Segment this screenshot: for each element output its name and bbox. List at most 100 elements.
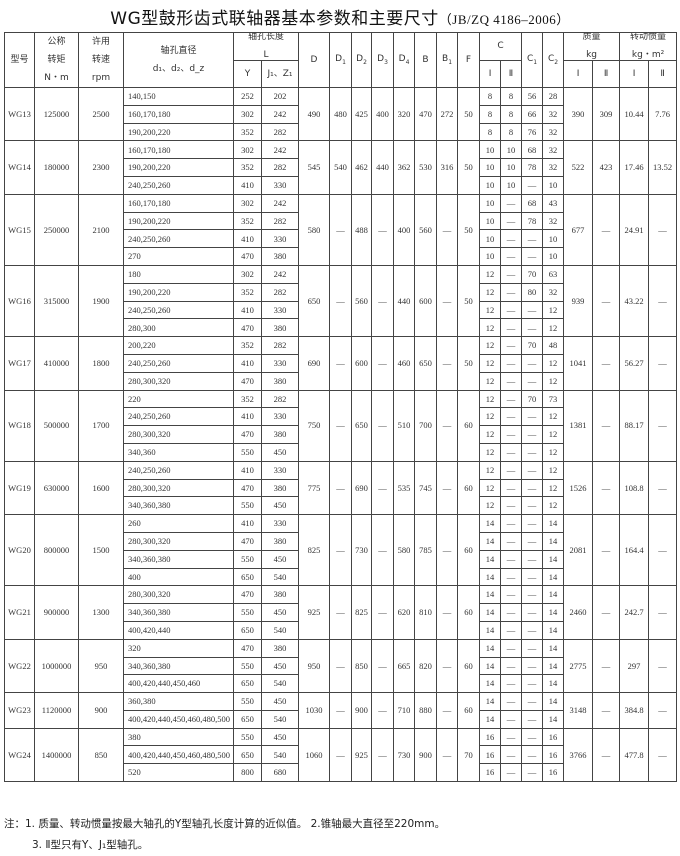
length-y-cell: 470	[233, 638, 262, 658]
c-type-2-cell: —	[500, 674, 523, 694]
dim-f-cell: 50	[457, 336, 481, 391]
c2-cell: 14	[542, 656, 565, 676]
mass-type-1-cell: 3148	[563, 692, 594, 729]
c1-cell: —	[521, 318, 544, 338]
inertia-type-2-cell: —	[648, 514, 678, 587]
header-model: 型号	[4, 32, 35, 88]
length-j-cell: 330	[260, 407, 300, 427]
c1-cell: —	[521, 496, 544, 516]
bore-diameter-cell: 520	[123, 763, 234, 783]
table-row: 280,300,320 470 380 14— —14	[5, 531, 677, 551]
dim-d-cell: 545	[298, 140, 331, 195]
c2-cell: 48	[542, 336, 565, 355]
mass-type-2-cell: —	[592, 193, 621, 266]
c2-cell: 32	[542, 282, 565, 302]
bore-diameter-cell: 190,200,220	[123, 211, 234, 231]
table-row: 520 800 680 16— —16	[5, 763, 677, 783]
header-dim: D3	[371, 32, 395, 88]
c-type-2-cell: —	[500, 211, 523, 231]
length-j-cell: 380	[260, 531, 300, 551]
dim-d1-cell: —	[329, 585, 353, 640]
length-y-cell: 470	[233, 531, 262, 551]
c-type-2-cell: —	[500, 229, 523, 249]
c1-cell: —	[521, 674, 544, 694]
dim-f-cell: 60	[457, 638, 481, 694]
c-type-2-cell: 10	[500, 158, 523, 177]
length-j-cell: 680	[260, 763, 300, 783]
header-length-y: Y	[233, 60, 262, 88]
inertia-type-2-cell: —	[648, 460, 678, 516]
length-y-cell: 470	[233, 371, 262, 391]
dim-d-cell: 580	[298, 193, 331, 266]
header-c-type-2: Ⅱ	[500, 60, 523, 88]
dim-d3-cell: —	[371, 193, 395, 266]
speed-cell: 1300	[78, 585, 124, 640]
dim-f-cell: 50	[457, 193, 481, 266]
c1-cell: 68	[521, 140, 544, 160]
inertia-type-2-cell: —	[648, 336, 678, 391]
c-type-2-cell: —	[500, 247, 523, 266]
inertia-type-2-cell: —	[648, 638, 678, 694]
c2-cell: 12	[542, 318, 565, 338]
table-row: WG20 800000 1500 260 410 330 825—730—580 785—60…	[4, 514, 678, 587]
dim-b-cell: 650	[414, 336, 438, 391]
model-cell: WG15	[4, 193, 35, 266]
bore-diameter-cell: 340,360,380	[123, 496, 234, 516]
mass-type-1-cell: 1381	[563, 389, 594, 462]
c-type-1-cell: 12	[479, 425, 502, 444]
dim-d-cell: 490	[298, 86, 331, 142]
dim-d4-cell: 580	[393, 514, 416, 587]
length-y-cell: 352	[233, 158, 262, 177]
length-j-cell: 450	[260, 603, 300, 622]
c1-cell: —	[521, 407, 544, 427]
title-standard: （JB/ZQ 4186–2006）	[438, 12, 570, 27]
length-j-cell: 540	[260, 709, 300, 729]
length-y-cell: 410	[233, 407, 262, 427]
c2-cell: 16	[542, 727, 565, 747]
c-type-1-cell: 12	[479, 496, 502, 516]
c-type-2-cell: 8	[500, 104, 523, 124]
c2-cell: 32	[542, 158, 565, 177]
length-j-cell: 282	[260, 122, 300, 142]
c1-cell: —	[521, 425, 544, 444]
length-j-cell: 380	[260, 371, 300, 391]
dim-b1-cell: —	[436, 193, 459, 266]
mass-type-2-cell: —	[592, 692, 621, 729]
c1-cell: —	[521, 353, 544, 373]
c-type-1-cell: 14	[479, 585, 502, 605]
header-dim: D1	[329, 32, 353, 88]
c1-cell: —	[521, 442, 544, 462]
c2-cell: 14	[542, 531, 565, 551]
mass-type-2-cell: —	[592, 638, 621, 694]
torque-cell: 900000	[34, 585, 79, 640]
c1-cell: 70	[521, 264, 544, 284]
c2-cell: 12	[542, 478, 565, 498]
dim-f-cell: 50	[457, 86, 481, 142]
length-y-cell: 352	[233, 282, 262, 302]
dim-f-cell: 60	[457, 514, 481, 587]
torque-cell: 1120000	[34, 692, 79, 729]
c2-cell: 12	[542, 407, 565, 427]
c2-cell: 16	[542, 763, 565, 783]
length-y-cell: 650	[233, 709, 262, 729]
dim-b1-cell: —	[436, 638, 459, 694]
inertia-type-1-cell: 164.4	[619, 514, 650, 587]
length-y-cell: 302	[233, 104, 262, 124]
dim-d4-cell: 320	[393, 86, 416, 142]
dim-d3-cell: —	[371, 336, 395, 391]
c-type-2-cell: 8	[500, 122, 523, 142]
mass-type-1-cell: 677	[563, 193, 594, 266]
bore-diameter-cell: 160,170,180	[123, 140, 234, 160]
dim-d-cell: 775	[298, 460, 331, 516]
table-row: 160,170,180 302 242 8 8 66 32	[5, 104, 677, 124]
table-row: 280,300,320 470 380 12— —12	[5, 371, 677, 391]
dim-d4-cell: 440	[393, 264, 416, 338]
dim-d2-cell: 900	[351, 692, 373, 729]
dim-b-cell: 900	[414, 727, 438, 783]
dim-d-cell: 690	[298, 336, 331, 391]
table-row: 190,200,220 352 282 8 8 76 32	[5, 122, 677, 142]
torque-cell: 1000000	[34, 638, 79, 694]
inertia-type-1-cell: 384.8	[619, 692, 650, 729]
length-y-cell: 650	[233, 620, 262, 640]
table-row: 240,250,260 410 330 10— —10	[5, 229, 677, 249]
